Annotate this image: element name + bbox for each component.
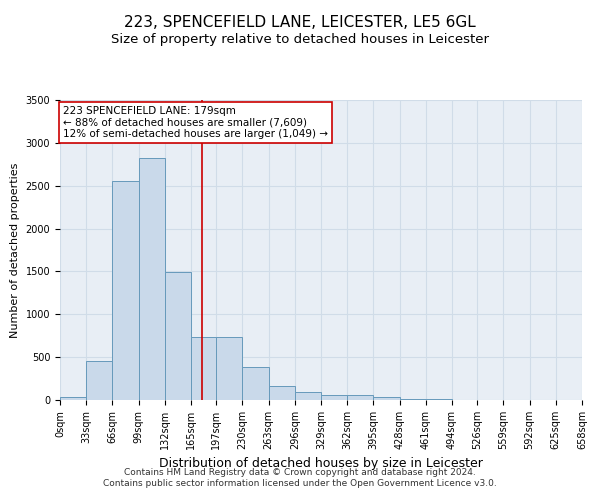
Bar [269, 386, 295, 400]
Bar [242, 366, 269, 400]
Bar [295, 392, 321, 400]
Bar [165, 272, 191, 400]
Y-axis label: Number of detached properties: Number of detached properties [10, 162, 20, 338]
Bar [400, 398, 426, 400]
Bar [112, 182, 139, 400]
Text: Contains HM Land Registry data © Crown copyright and database right 2024.
Contai: Contains HM Land Registry data © Crown c… [103, 468, 497, 487]
Bar [191, 338, 216, 400]
Text: Size of property relative to detached houses in Leicester: Size of property relative to detached ho… [111, 32, 489, 46]
Bar [60, 398, 86, 400]
Bar [373, 398, 400, 400]
Bar [216, 338, 242, 400]
Text: 223, SPENCEFIELD LANE, LEICESTER, LE5 6GL: 223, SPENCEFIELD LANE, LEICESTER, LE5 6G… [124, 15, 476, 30]
X-axis label: Distribution of detached houses by size in Leicester: Distribution of detached houses by size … [159, 458, 483, 470]
Bar [86, 362, 112, 400]
Bar [347, 396, 373, 400]
Bar [139, 158, 165, 400]
Bar [426, 399, 452, 400]
Text: 223 SPENCEFIELD LANE: 179sqm
← 88% of detached houses are smaller (7,609)
12% of: 223 SPENCEFIELD LANE: 179sqm ← 88% of de… [63, 106, 328, 139]
Bar [321, 396, 347, 400]
